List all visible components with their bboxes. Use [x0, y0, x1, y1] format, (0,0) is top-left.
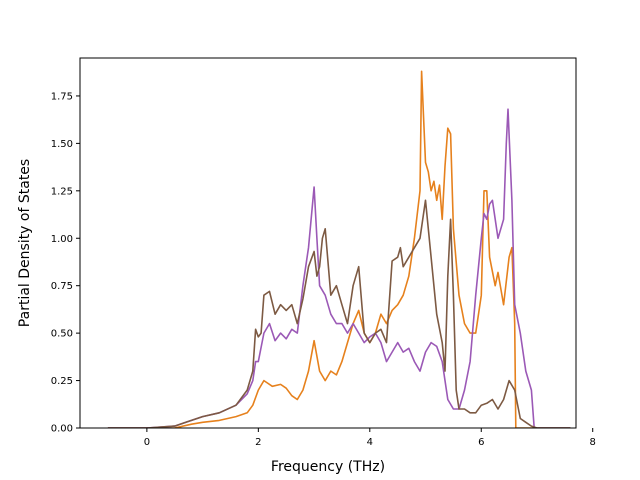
series-line-1 — [107, 70, 571, 428]
x-axis-label: Frequency (THz) — [271, 459, 385, 475]
x-tick-label: 0 — [144, 437, 150, 448]
x-axis-ticks: 0 2 4 6 8 — [144, 428, 596, 448]
plot-frame — [79, 57, 577, 429]
y-tick-label: 0.25 — [51, 376, 73, 387]
y-tick-label: 1.50 — [51, 139, 73, 150]
x-tick-label: 2 — [255, 437, 261, 448]
y-axis-label: Partial Density of States — [17, 159, 33, 327]
y-axis-ticks: 0.00 0.25 0.50 0.75 1.00 1.25 1.50 1.75 — [51, 91, 80, 435]
y-tick-label: 1.25 — [51, 186, 73, 197]
y-tick-label: 1.75 — [51, 91, 73, 102]
y-tick-label: 0.50 — [51, 329, 73, 340]
x-tick-label: 6 — [478, 437, 484, 448]
plot-area — [79, 57, 577, 429]
y-tick-label: 0.75 — [51, 281, 73, 292]
x-tick-label: 4 — [367, 437, 373, 448]
y-tick-label: 0.00 — [51, 424, 73, 435]
series-line-3 — [107, 199, 571, 428]
series-line-2 — [107, 108, 571, 428]
series-layer — [107, 70, 571, 428]
y-tick-label: 1.00 — [51, 234, 73, 245]
x-tick-label: 8 — [590, 437, 596, 448]
